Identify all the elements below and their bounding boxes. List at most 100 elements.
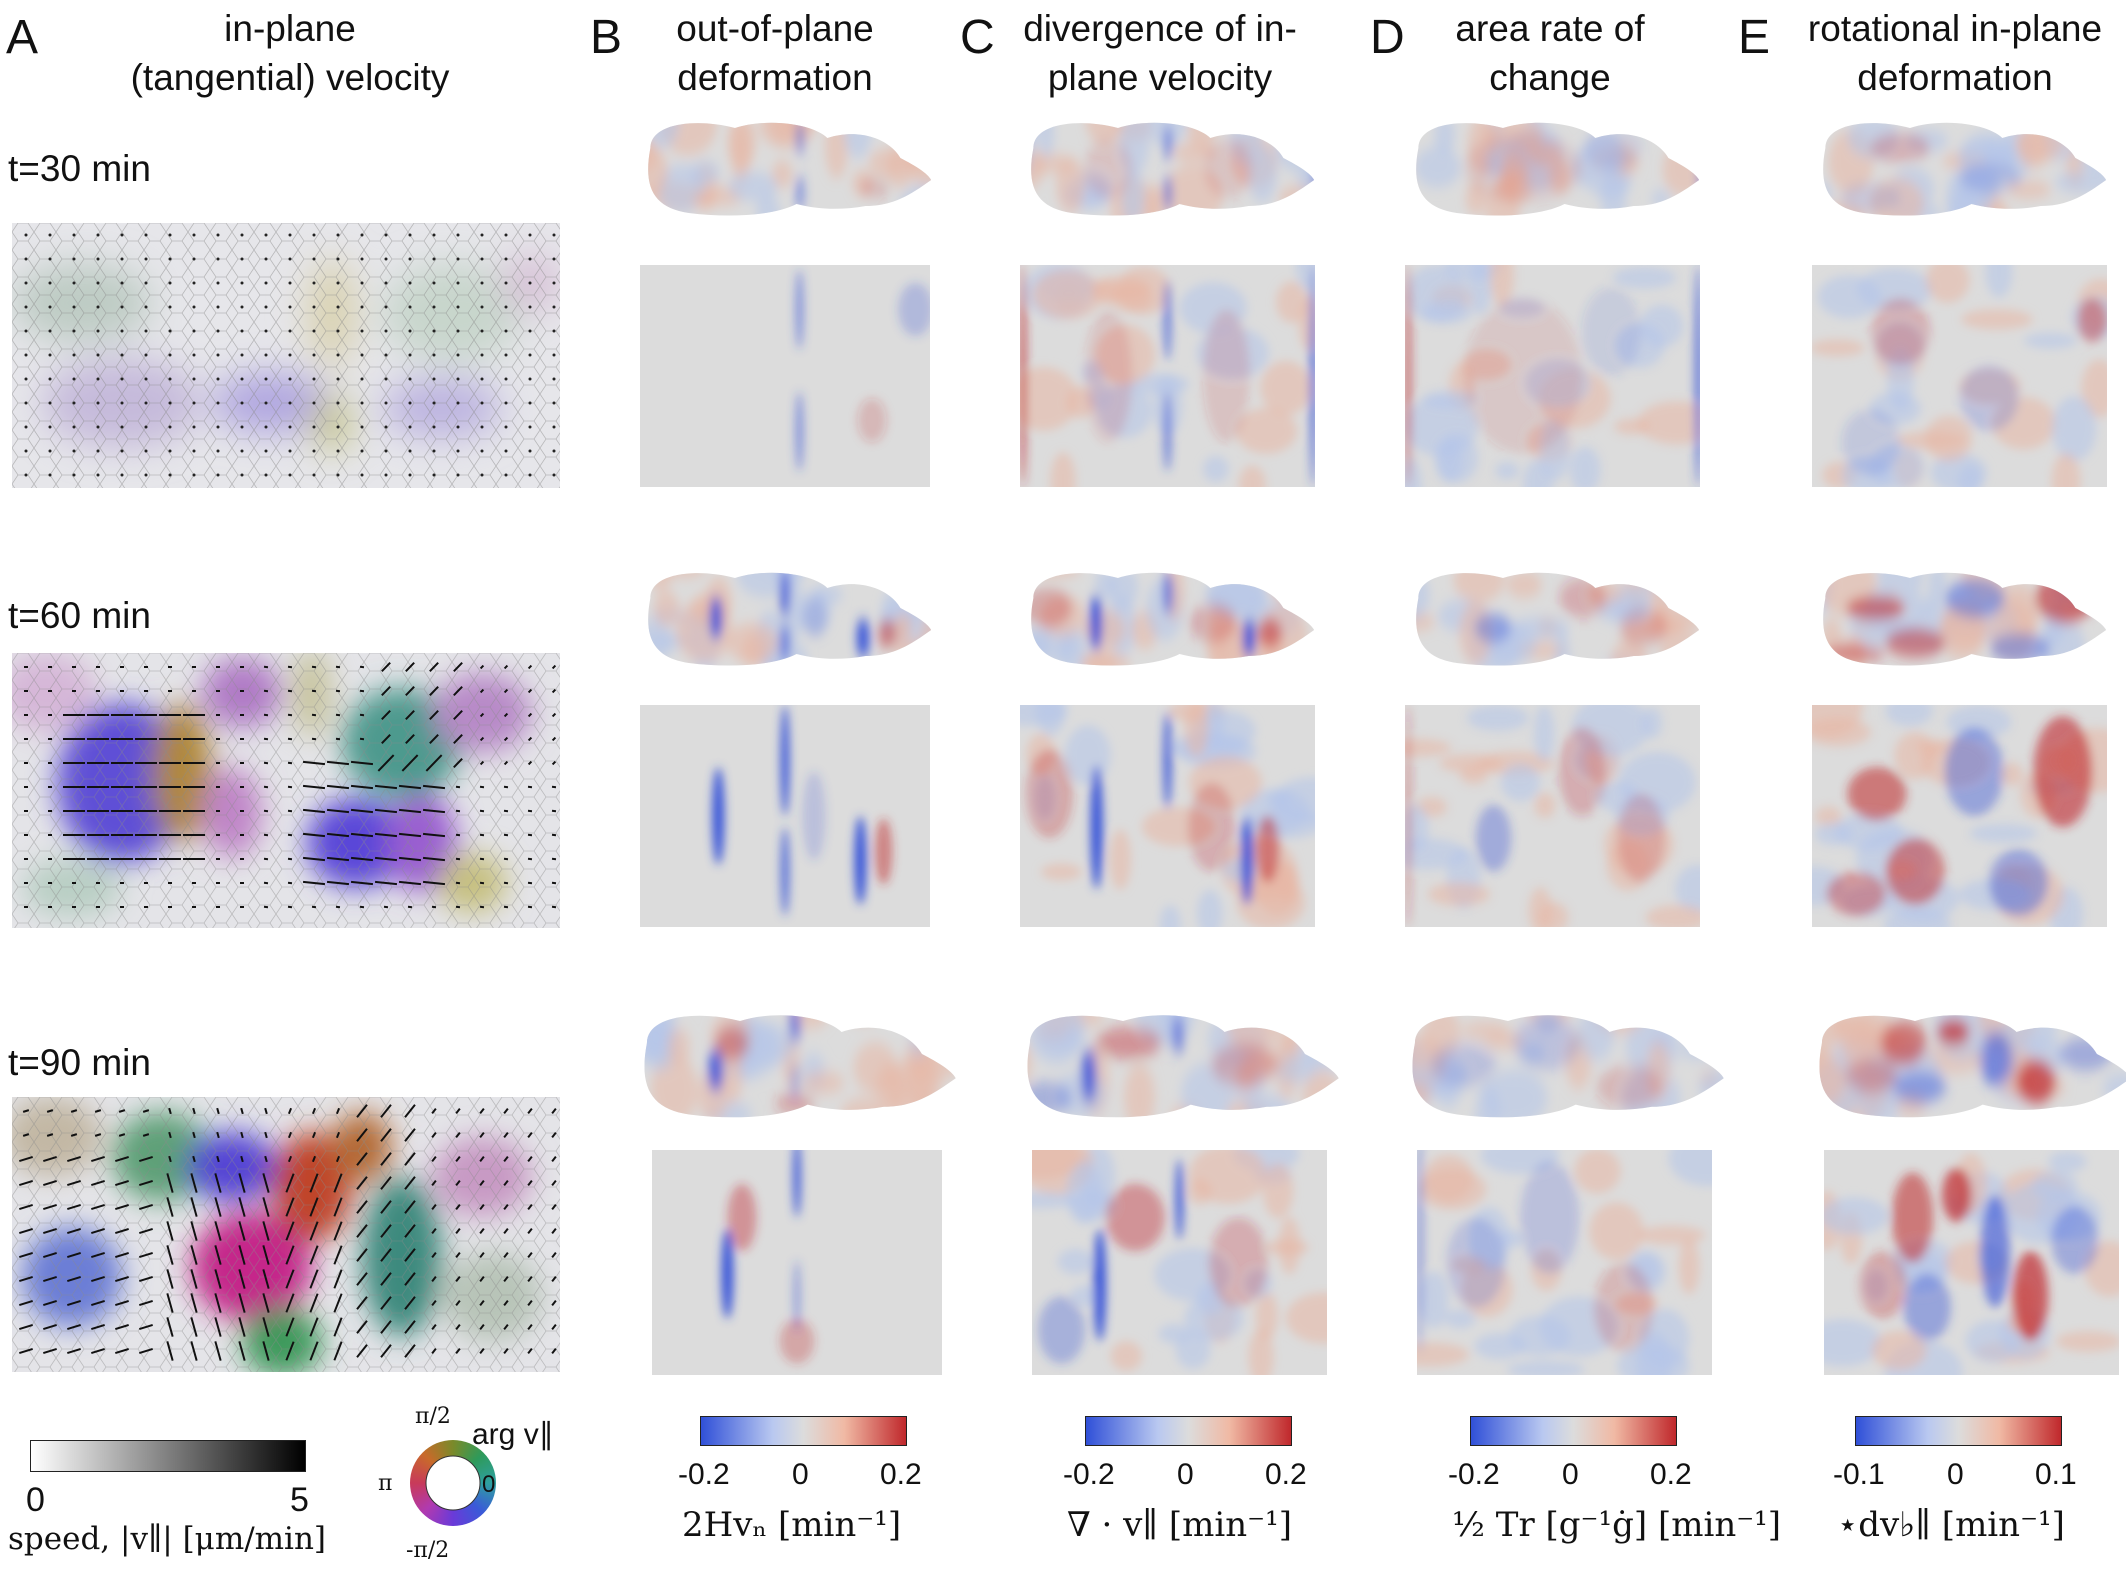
colorbar-0-min: -0.2	[678, 1458, 730, 1491]
velocity-arrow	[214, 1317, 222, 1337]
velocity-dot	[48, 281, 52, 285]
velocity-arrow	[422, 880, 446, 886]
velocity-arrow	[551, 1324, 557, 1330]
velocity-dot	[336, 305, 340, 309]
velocity-dot	[504, 401, 508, 405]
velocity-arrow	[350, 808, 374, 814]
velocity-arrow	[527, 664, 533, 670]
velocity-arrow	[356, 1128, 368, 1142]
velocity-dot	[264, 281, 268, 285]
velocity-arrow	[356, 1272, 368, 1286]
velocity-arrow	[214, 1269, 222, 1289]
velocity-dot	[456, 449, 460, 453]
velocity-arrow	[404, 1176, 416, 1190]
velocity-dot	[480, 257, 484, 261]
velocity-arrow	[43, 1323, 57, 1331]
velocity-arrow	[551, 1252, 557, 1258]
surface-shape-0-2	[630, 1010, 960, 1120]
velocity-dot	[72, 305, 76, 309]
velocity-arrow	[551, 1204, 557, 1210]
velocity-dot	[48, 377, 52, 381]
velocity-arrow	[551, 760, 557, 766]
velocity-dot	[192, 401, 196, 405]
velocity-dot	[96, 473, 100, 477]
velocity-dot	[480, 473, 484, 477]
velocity-dot	[168, 281, 172, 285]
velocity-arrow	[190, 1341, 198, 1361]
velocity-dot	[408, 473, 412, 477]
velocity-arrow	[139, 1155, 153, 1163]
velocity-arrow	[453, 661, 463, 673]
velocity-arrow	[91, 1323, 105, 1331]
velocity-dot	[456, 401, 460, 405]
velocity-arrow	[503, 664, 509, 670]
velocity-dot	[408, 401, 412, 405]
velocity-arrow	[166, 1341, 174, 1361]
velocity-arrow	[455, 1180, 461, 1186]
velocity-dot	[528, 401, 532, 405]
velocity-dot	[144, 449, 148, 453]
velocity-arrow	[91, 1347, 105, 1355]
field-map-3-2	[1824, 1150, 2119, 1375]
velocity-arrow	[404, 1296, 416, 1310]
velocity-arrow	[190, 1197, 198, 1217]
velocity-arrow	[43, 1179, 57, 1187]
velocity-dot	[288, 353, 292, 357]
velocity-arrow	[551, 1180, 557, 1186]
velocity-arrow	[139, 1227, 153, 1235]
velocity-dot	[288, 257, 292, 261]
velocity-arrow	[216, 1155, 220, 1163]
velocity-arrow	[335, 1155, 341, 1163]
velocity-arrow	[262, 1341, 270, 1361]
velocity-dot	[264, 449, 268, 453]
velocity-arrow	[356, 1320, 368, 1334]
velocity-arrow	[380, 1152, 392, 1166]
velocity-arrow	[67, 1155, 81, 1163]
velocity-dot	[192, 281, 196, 285]
velocity-arrow	[479, 1252, 485, 1258]
angle-wheel	[408, 1438, 498, 1528]
velocity-dot	[192, 449, 196, 453]
velocity-arrow	[238, 1245, 246, 1265]
velocity-dot	[264, 425, 268, 429]
velocity-dot	[528, 305, 532, 309]
velocity-arrow	[431, 1180, 437, 1186]
velocity-arrow	[374, 856, 398, 862]
velocity-dot	[312, 329, 316, 333]
velocity-dot	[72, 377, 76, 381]
velocity-dot	[120, 473, 124, 477]
velocity-arrow	[503, 1276, 509, 1282]
velocity-arrow	[264, 1131, 268, 1139]
velocity-dot	[72, 233, 76, 237]
velocity-dot	[408, 353, 412, 357]
velocity-arrow	[91, 1227, 105, 1235]
velocity-dot	[432, 233, 436, 237]
velocity-arrow	[166, 1245, 174, 1265]
velocity-dot	[552, 401, 556, 405]
velocity-field-t90	[12, 1097, 560, 1372]
velocity-dot	[168, 329, 172, 333]
velocity-arrow	[166, 1197, 174, 1217]
velocity-arrow	[479, 1348, 485, 1354]
velocity-arrow	[404, 1128, 416, 1142]
velocity-dot	[432, 449, 436, 453]
panel-letter-a: A	[6, 11, 39, 64]
velocity-dot	[24, 281, 28, 285]
field-map-1-2	[1032, 1150, 1327, 1375]
velocity-dot	[384, 377, 388, 381]
colorbar-2-mid: 0	[1562, 1458, 1579, 1491]
velocity-arrow	[479, 1228, 485, 1234]
velocity-arrow	[503, 712, 509, 718]
panel-c-title-line1: divergence of in-	[1023, 8, 1297, 49]
velocity-arrow	[350, 856, 374, 862]
velocity-dot	[144, 401, 148, 405]
velocity-arrow	[326, 832, 350, 838]
velocity-arrow	[479, 760, 485, 766]
velocity-arrow	[91, 1275, 105, 1283]
velocity-dot	[408, 305, 412, 309]
velocity-arrow	[479, 1156, 485, 1162]
velocity-arrow	[503, 1204, 509, 1210]
velocity-dot	[72, 281, 76, 285]
velocity-arrow	[374, 784, 398, 790]
velocity-dot	[312, 353, 316, 357]
